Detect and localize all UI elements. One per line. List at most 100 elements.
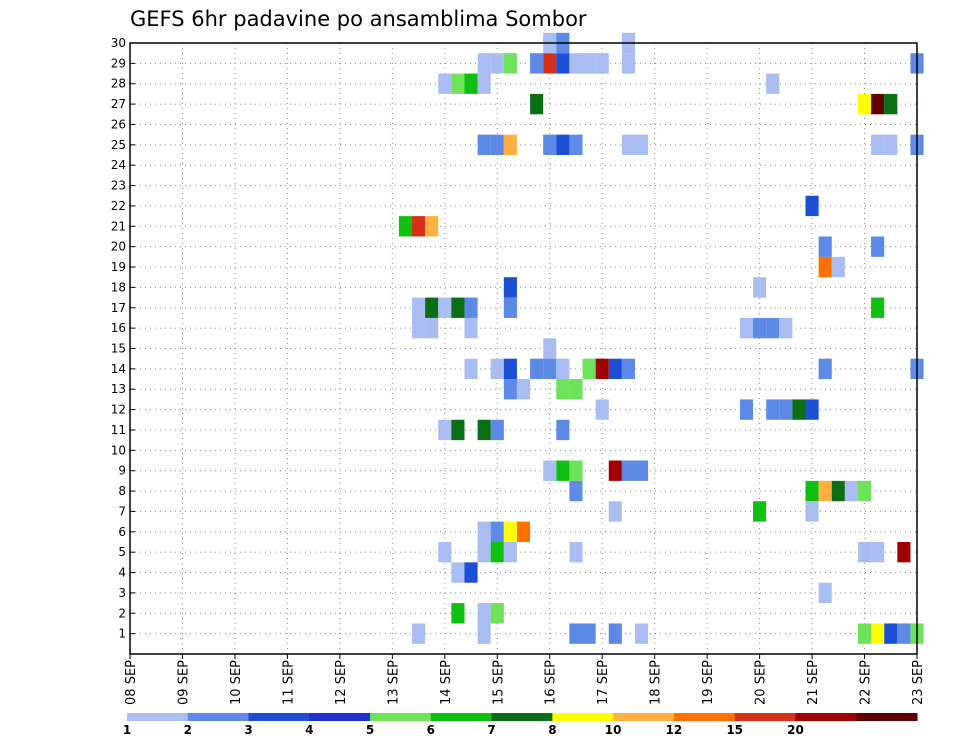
colorbar-tick-label: 8	[548, 723, 556, 737]
y-tick-label: 21	[111, 219, 126, 233]
x-tick-label: 21 SEP	[806, 660, 821, 705]
heatmap-cell	[543, 460, 557, 481]
y-tick-label: 23	[111, 179, 126, 193]
heatmap-cell	[503, 541, 517, 563]
colorbar: 1 2 3 4 5 6 7 8 10 12 15 20	[123, 713, 918, 737]
heatmap-cell	[543, 53, 557, 74]
x-tick-label: 17 SEP	[596, 660, 611, 705]
heatmap-cell	[871, 236, 885, 257]
heatmap-cell	[412, 216, 426, 237]
y-tick-label: 11	[111, 423, 126, 437]
heatmap-cell	[818, 256, 832, 278]
data-cells	[398, 32, 924, 644]
heatmap-cell	[818, 480, 832, 502]
colorbar-segment	[248, 713, 310, 721]
heatmap-cell	[805, 399, 819, 420]
heatmap-cell	[884, 623, 898, 644]
heatmap-cell	[464, 297, 478, 318]
heatmap-cell	[831, 256, 845, 278]
y-tick-label: 16	[111, 321, 126, 335]
heatmap-cell	[464, 358, 478, 380]
heatmap-cell	[753, 317, 767, 339]
colorbar-tick-label: 10	[605, 723, 622, 737]
heatmap-cell	[503, 53, 517, 74]
heatmap-cell	[451, 603, 465, 624]
colorbar-tick-label: 2	[184, 723, 192, 737]
y-tick-label: 17	[111, 301, 126, 315]
heatmap-cell	[490, 53, 504, 74]
y-tick-label: 9	[118, 464, 126, 478]
heatmap-cell	[608, 460, 622, 481]
heatmap-cell	[569, 541, 583, 563]
x-tick-label: 18 SEP	[649, 660, 664, 705]
colorbar-segment	[673, 713, 736, 721]
y-tick-label: 10	[111, 443, 126, 457]
y-tick-label: 12	[111, 403, 126, 417]
heatmap-cell	[753, 277, 767, 298]
heatmap-cell	[871, 93, 885, 115]
heatmap-cell	[569, 53, 583, 74]
x-tick-label: 23 SEP	[911, 660, 926, 705]
y-tick-label: 6	[118, 525, 126, 539]
heatmap-cell	[451, 562, 465, 583]
colorbar-tick-label: 7	[487, 723, 495, 737]
heatmap-cell	[569, 134, 583, 156]
heatmap-cell	[621, 460, 635, 481]
heatmap-cell	[412, 317, 426, 339]
chart-title: GEFS 6hr padavine po ansamblima Sombor	[130, 7, 587, 31]
heatmap-cell	[608, 358, 622, 380]
colorbar-segment	[613, 713, 675, 721]
heatmap-cell	[582, 623, 596, 644]
heatmap-cell	[503, 277, 517, 298]
heatmap-cell	[490, 358, 504, 380]
heatmap-cell	[503, 134, 517, 156]
heatmap-cell	[779, 399, 793, 420]
y-tick-label: 26	[111, 117, 126, 131]
heatmap-cell	[503, 297, 517, 318]
heatmap-cell	[543, 358, 557, 380]
heatmap-cell	[556, 460, 570, 481]
y-tick-label: 25	[111, 138, 126, 152]
x-tick-label: 10 SEP	[229, 660, 244, 705]
heatmap-cell	[451, 297, 465, 318]
heatmap-cell	[490, 603, 504, 624]
heatmap-cell	[438, 297, 452, 318]
x-tick-label: 19 SEP	[701, 660, 716, 705]
y-tick-label: 15	[111, 342, 126, 356]
heatmap-cell	[884, 134, 898, 156]
heatmap-cell	[556, 419, 570, 441]
colorbar-tick-label: 3	[244, 723, 252, 737]
heatmap-cell	[516, 379, 531, 400]
heatmap-cell	[425, 297, 439, 318]
heatmap-cell	[582, 358, 596, 380]
y-tick-label: 28	[111, 77, 126, 91]
heatmap-cell	[438, 419, 452, 441]
x-tick-label: 11 SEP	[281, 660, 296, 705]
heatmap-cell	[569, 623, 583, 644]
heatmap-cell	[425, 317, 439, 339]
y-tick-label: 29	[111, 56, 126, 70]
heatmap-cell	[897, 541, 911, 563]
heatmap-cell	[884, 93, 898, 115]
y-tick-label: 1	[118, 627, 126, 641]
heatmap-cell	[595, 358, 609, 380]
y-tick-label: 8	[118, 484, 126, 498]
heatmap-cell	[503, 358, 517, 380]
heatmap-cell	[543, 338, 557, 359]
heatmap-cell	[477, 603, 491, 624]
heatmap-cell	[477, 134, 491, 156]
heatmap-cell	[477, 541, 491, 563]
y-tick-label: 3	[118, 586, 126, 600]
heatmap-cell	[451, 73, 465, 94]
y-tick-label: 20	[111, 240, 126, 254]
heatmap-cell	[634, 134, 649, 156]
y-axis: 1234567891011121314151617181920212223242…	[111, 36, 135, 641]
heatmap-cell	[857, 480, 872, 502]
colorbar-segment	[309, 713, 371, 721]
heatmap-cell	[818, 358, 832, 380]
plot-frame	[129, 42, 918, 655]
heatmap-cell	[530, 358, 544, 380]
heatmap-cell	[503, 379, 517, 400]
y-tick-label: 24	[111, 158, 126, 172]
colorbar-segment	[856, 713, 918, 721]
